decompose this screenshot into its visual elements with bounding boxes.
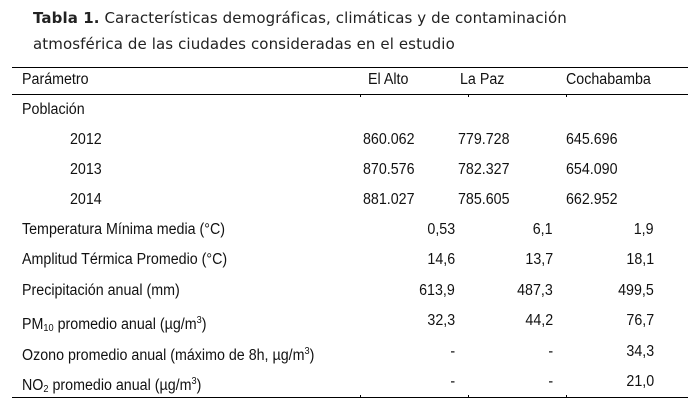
parameter-value: - (450, 342, 455, 360)
population-label: Población (22, 101, 85, 118)
label-part: 3 (196, 315, 202, 327)
parameter-value: 14,6 (427, 251, 455, 269)
bottom-rule (12, 397, 688, 398)
label-part: ) (196, 377, 202, 394)
parameter-label: Temperatura Mínima media (°C) (22, 221, 226, 238)
population-value: 645.696 (566, 131, 618, 148)
population-year: 2014 (70, 191, 102, 208)
parameter-value: - (548, 342, 553, 360)
label-part: 3 (191, 376, 197, 387)
parameter-value: 13,7 (525, 251, 553, 269)
table-caption-line2: atmosférica de las ciudades consideradas… (33, 35, 455, 53)
column-tick (468, 94, 469, 97)
parameter-value: 613,9 (419, 281, 455, 299)
label-part: promedio anual (µg/m (53, 316, 197, 334)
header-rule (12, 94, 688, 95)
label-part: PM (22, 316, 44, 334)
caption-text-1: Características demográficas, climáticas… (104, 9, 567, 27)
parameter-label: Amplitud Térmica Promedio (°C) (22, 251, 228, 269)
parameter-value: - (450, 373, 455, 390)
parameter-value: 44,2 (525, 312, 553, 330)
population-value: 860.062 (363, 131, 415, 148)
parameter-value: 499,5 (618, 281, 654, 299)
population-value: 881.027 (363, 191, 415, 208)
parameter-label: Precipitación anual (mm) (22, 281, 180, 299)
column-tick (468, 395, 469, 398)
header-parametro: Parámetro (22, 71, 89, 88)
column-tick (360, 94, 361, 97)
label-part: promedio anual (µg/m (48, 377, 192, 394)
column-tick (360, 395, 361, 398)
parameter-label: NO2 promedio anual (µg/m3) (22, 373, 201, 399)
population-value: 785.605 (458, 191, 510, 208)
top-rule (12, 67, 688, 68)
label-part: ) (201, 316, 207, 334)
population-value: 779.728 (458, 131, 510, 148)
parameter-value: 34,3 (626, 342, 654, 360)
population-value: 782.327 (458, 161, 510, 178)
parameter-value: 487,3 (517, 281, 553, 299)
parameter-value: 1,9 (634, 221, 654, 238)
parameter-value: 32,3 (427, 312, 455, 330)
label-part: 10 (43, 323, 54, 335)
population-value: 662.952 (566, 191, 618, 208)
population-value: 654.090 (566, 161, 618, 178)
label-part: NO (22, 377, 44, 394)
population-year: 2013 (70, 161, 102, 178)
population-year: 2012 (70, 131, 102, 148)
population-value: 870.576 (363, 161, 415, 178)
parameter-value: 76,7 (626, 312, 654, 330)
label-part: ) (309, 346, 315, 364)
header-el-alto: El Alto (368, 71, 409, 88)
parameter-value: 6,1 (533, 221, 553, 238)
parameter-label: PM10 promedio anual (µg/m3) (22, 312, 206, 338)
table-caption-line1: Tabla 1. Características demográficas, c… (33, 9, 567, 27)
parameter-label: Ozono promedio anual (máximo de 8h, µg/m… (22, 343, 314, 365)
column-tick (566, 395, 567, 398)
parameter-value: 18,1 (626, 251, 654, 269)
label-part: 3 (304, 345, 310, 357)
caption-label: Tabla 1. (33, 9, 100, 27)
parameter-value: 21,0 (626, 373, 654, 390)
parameter-value: 0,53 (427, 221, 455, 238)
header-la-paz: La Paz (460, 71, 505, 88)
column-tick (566, 94, 567, 97)
header-cochabamba: Cochabamba (566, 71, 651, 88)
label-part: 2 (43, 384, 49, 395)
parameter-value: - (548, 373, 553, 390)
label-part: Ozono promedio anual (máximo de 8h, µg/m (22, 346, 305, 364)
